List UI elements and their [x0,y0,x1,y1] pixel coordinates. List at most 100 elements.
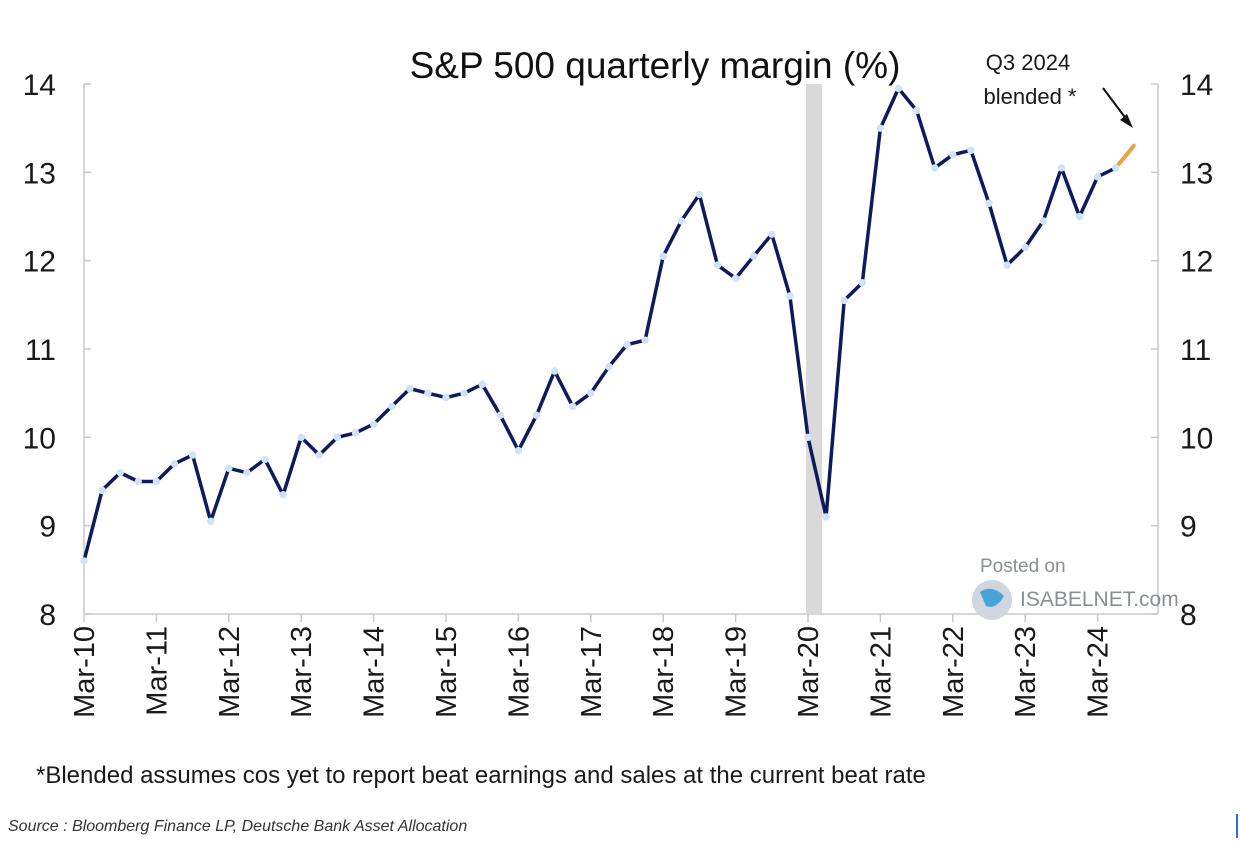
chart-axes [83,83,1159,622]
data-point [1057,164,1066,172]
footnote: *Blended assumes cos yet to report beat … [36,762,926,789]
data-point [1093,173,1102,181]
data-point [225,464,233,472]
y-tick-label-left: 12 [23,246,56,279]
y-tick-label-right: 8 [1180,599,1197,632]
x-tick-label: Mar-19 [721,626,753,718]
x-tick-label: Mar-15 [431,626,463,718]
data-point [424,389,432,397]
annotation-line1: Q3 2024 [986,50,1070,75]
x-tick-label: Mar-23 [1010,626,1042,718]
data-point [1112,164,1120,172]
data-point [750,252,758,260]
shaded-period-bar [806,84,823,614]
margin-series-line [82,86,1118,563]
globe-icon-land [980,588,1004,607]
data-point [876,124,885,132]
x-tick-label: Mar-12 [214,626,246,718]
data-point [931,164,939,172]
data-point [532,411,541,419]
data-point [80,557,88,565]
data-point [1075,212,1084,221]
x-tick-label: Mar-21 [865,626,897,718]
y-tick-label-right: 10 [1180,422,1213,455]
data-point [207,517,215,525]
recession-shading [806,84,823,614]
data-point [442,393,450,402]
data-point [388,402,396,411]
data-point [804,433,812,442]
data-point [840,296,848,305]
data-point [858,279,866,287]
y-tick-label-right: 13 [1180,157,1213,190]
x-tick-label: Mar-20 [793,626,825,718]
data-point [768,230,776,238]
data-point [98,486,106,495]
watermark-line2: ISABELNET.com [1020,588,1179,611]
y-tick-label-left: 9 [39,511,56,544]
source-note: Source : Bloomberg Finance LP, Deutsche … [8,818,468,835]
data-point [605,362,613,371]
annotation-arrowhead [1120,114,1133,128]
data-point [406,385,414,393]
data-point [822,513,830,521]
y-tick-label-left: 13 [23,157,56,190]
data-point [912,106,921,115]
data-point [369,420,378,428]
data-point [550,367,559,375]
data-point [713,261,722,269]
x-tick-label: Mar-16 [503,626,535,718]
y-tick-label-right: 11 [1180,334,1211,367]
chart-labels: 8 8 9 9 10 10 11 11 12 12 13 13 14 14 Mar-10 Mar-11 Mar-… [23,69,1214,718]
data-point [1003,261,1011,269]
data-point [152,477,161,486]
data-point [659,252,667,260]
y-tick-label-right: 14 [1180,69,1213,102]
data-point [315,451,323,459]
data-point [351,429,360,437]
y-tick-label-left: 14 [23,69,56,102]
data-point [894,84,903,93]
data-point [243,468,251,477]
data-point [1039,217,1048,225]
data-point [297,433,305,442]
chart-points [80,84,1120,565]
data-point [623,340,631,349]
chart-series [82,86,1136,563]
data-point [478,380,486,389]
data-point [967,146,975,154]
data-point [116,468,124,477]
data-point [695,190,704,199]
data-point [677,217,685,225]
x-tick-label: Mar-22 [938,626,970,718]
y-tick-label-left: 10 [23,422,56,455]
watermark: Posted on ISABELNET.com [972,556,1179,620]
y-tick-label-right: 9 [1180,511,1197,544]
data-point [587,389,595,397]
data-point [985,199,993,207]
data-point [496,411,504,419]
data-point [188,451,197,459]
data-point [949,150,957,159]
data-point [170,460,179,468]
x-tick-label: Mar-17 [576,626,608,718]
x-tick-label: Mar-13 [286,626,318,718]
x-tick-label: Mar-10 [69,626,101,718]
y-tick-label-right: 12 [1180,246,1213,279]
y-tick-label-left: 11 [25,334,56,367]
data-point [641,336,649,344]
data-point [333,433,342,442]
watermark-line1: Posted on [980,556,1066,577]
data-point [569,402,577,411]
data-point [731,274,740,283]
data-point [514,446,523,455]
data-point [1021,243,1029,252]
data-point [279,491,287,499]
x-tick-label: Mar-11 [141,626,173,716]
x-tick-label: Mar-24 [1083,626,1115,718]
y-tick-label-left: 8 [39,599,56,632]
data-point [786,292,794,300]
x-tick-label: Mar-18 [648,626,680,718]
x-tick-label: Mar-14 [359,626,391,718]
